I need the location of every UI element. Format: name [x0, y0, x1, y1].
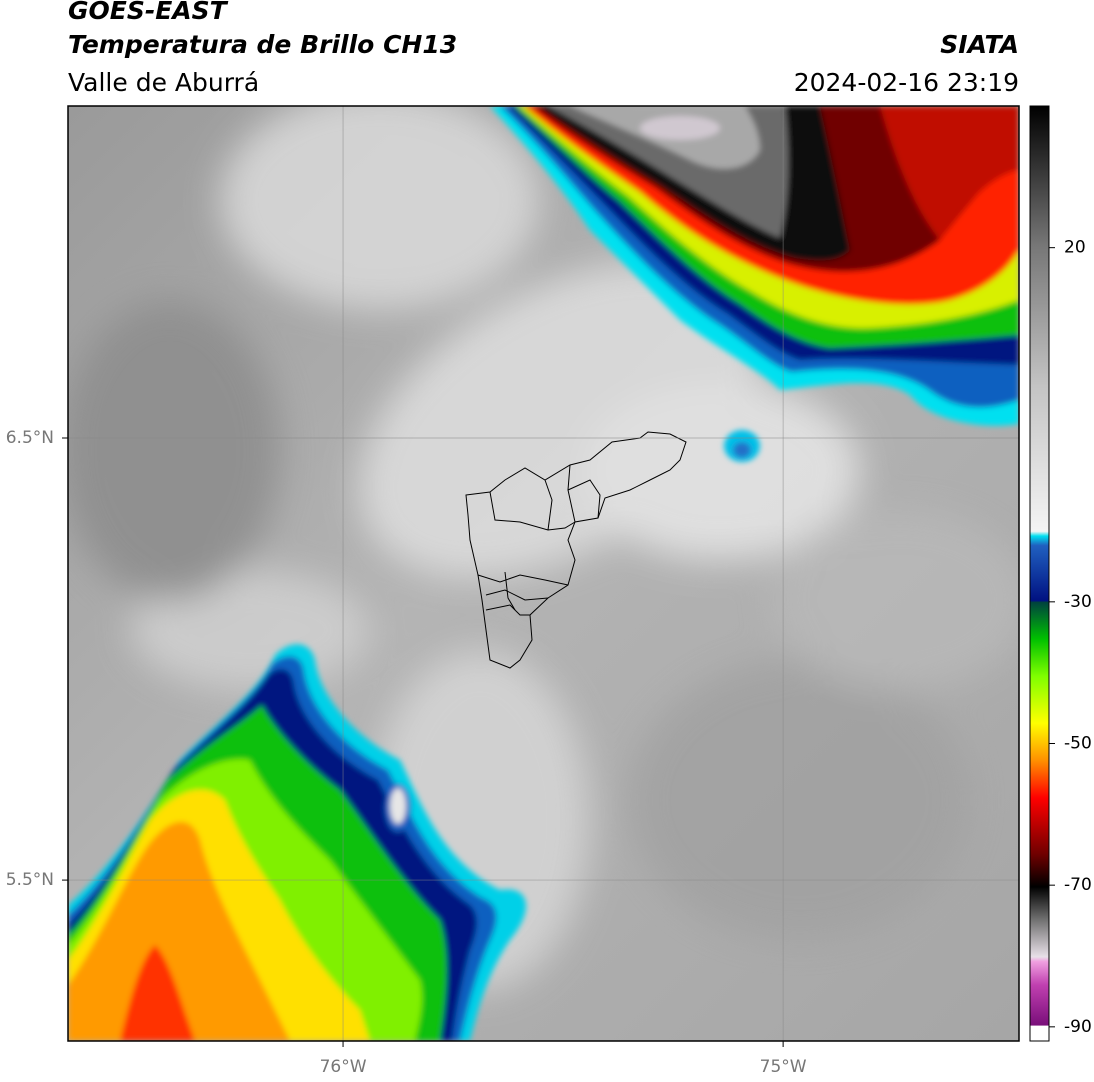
colorbar-tick-label: -70	[1064, 875, 1092, 895]
datetime: 2024-02-16 23:19	[794, 68, 1019, 97]
colorbar-tick-label: -90	[1064, 1017, 1092, 1037]
x-tick-label: 75°W	[760, 1057, 807, 1077]
graticule: 76°W 75°W 6.5°N 5.5°N	[6, 106, 1019, 1077]
satellite-image	[68, 106, 1019, 1041]
x-tick-label: 76°W	[320, 1057, 367, 1077]
y-tick-label: 5.5°N	[6, 870, 54, 890]
title: GOES-EAST	[68, 0, 229, 25]
municipal-boundaries	[465, 431, 687, 669]
colorbar-tick-label: -50	[1064, 734, 1092, 754]
colorbar-tick-label: 20	[1064, 238, 1086, 258]
source: SIATA	[940, 30, 1019, 59]
region: Valle de Aburrá	[68, 68, 259, 97]
colorbar	[1029, 105, 1050, 1042]
colorbar-tick-label: -30	[1064, 592, 1092, 612]
y-tick-label: 6.5°N	[6, 428, 54, 448]
subtitle: Temperatura de Brillo CH13	[68, 30, 457, 59]
colorbar-ticks: 20 -30 -50 -70 -90	[1049, 238, 1092, 1037]
map-frame	[67, 105, 1020, 1042]
